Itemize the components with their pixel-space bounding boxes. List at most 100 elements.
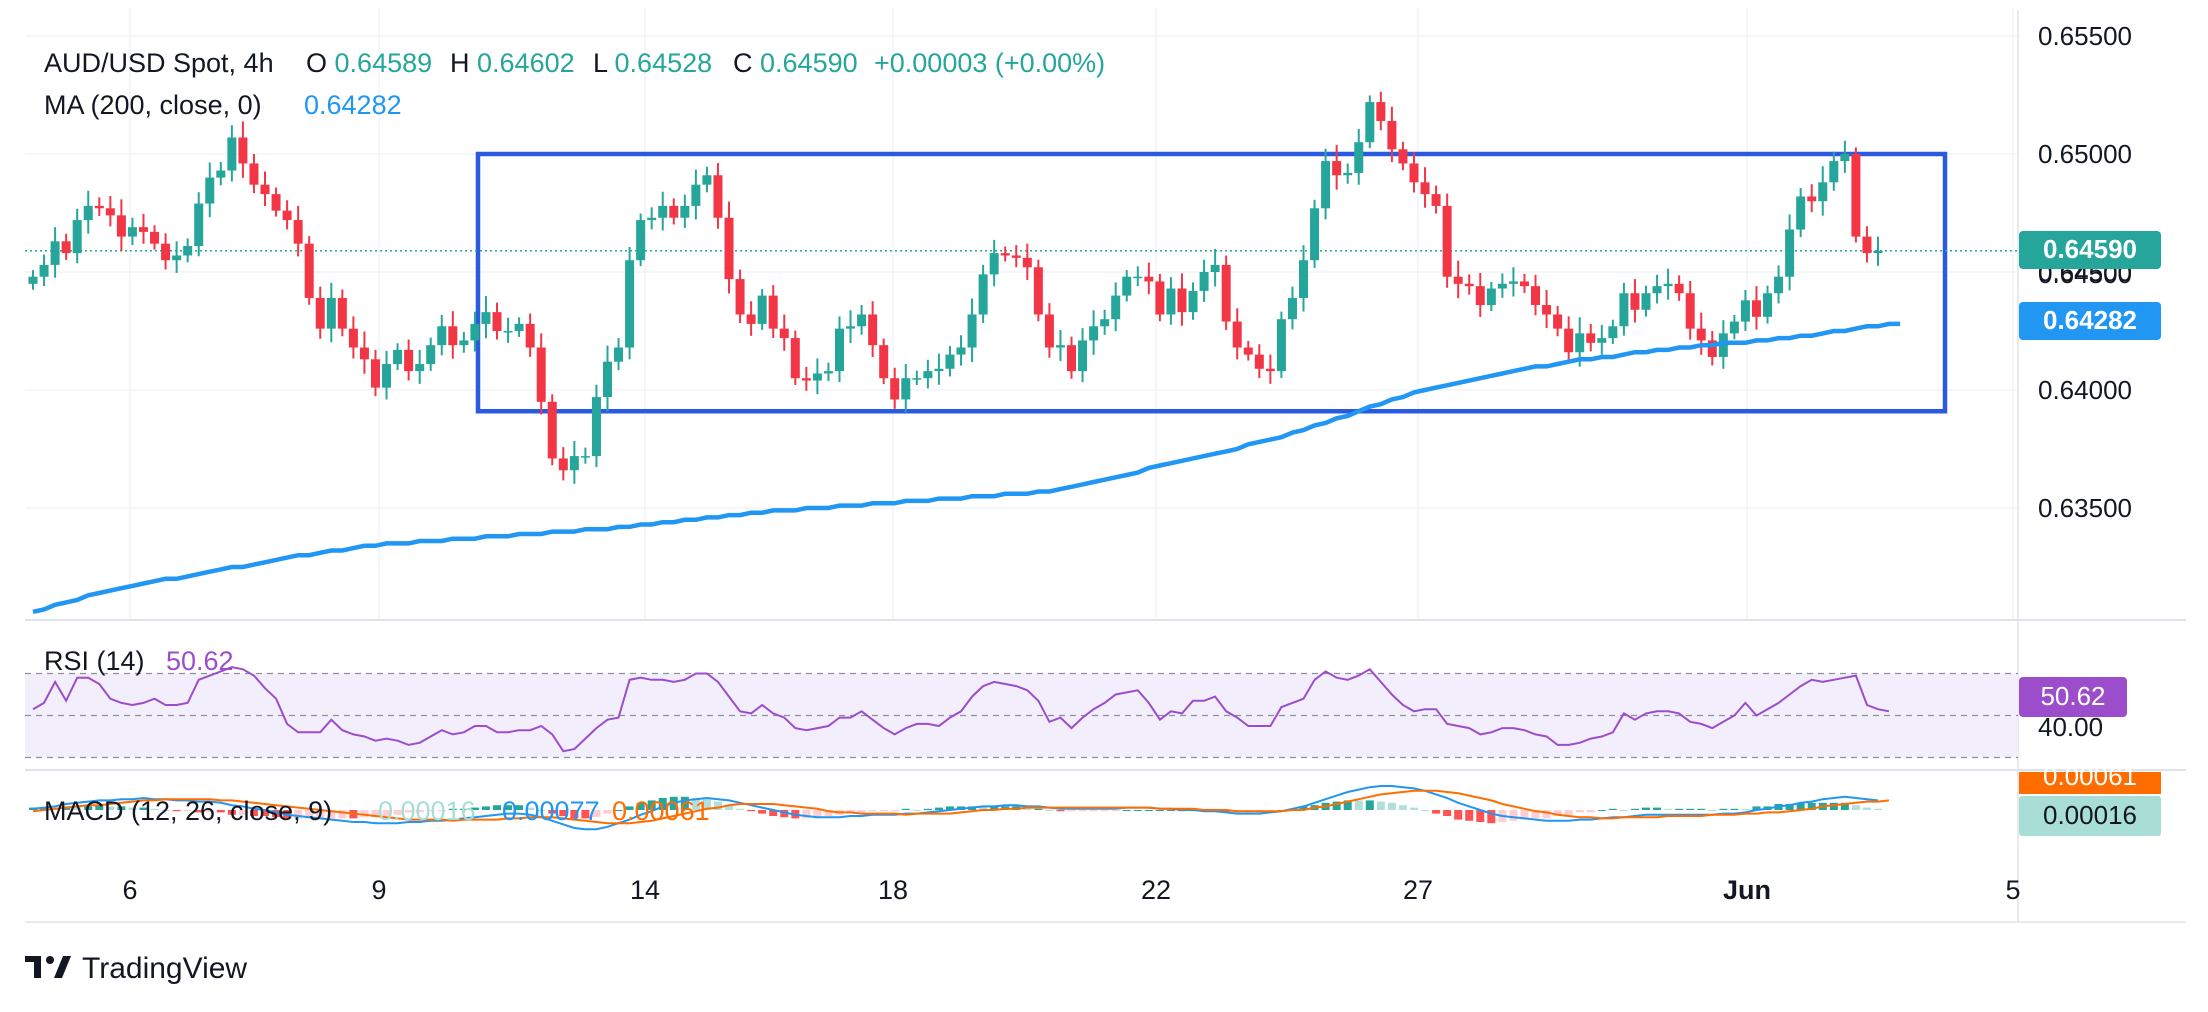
candle-body[interactable]: [1287, 297, 1297, 320]
candle-body[interactable]: [1221, 264, 1231, 322]
candle-body[interactable]: [1486, 288, 1496, 306]
candle-body[interactable]: [1299, 260, 1309, 298]
candle-body[interactable]: [1774, 276, 1784, 294]
candle-body[interactable]: [834, 328, 844, 372]
candle-body[interactable]: [790, 338, 800, 379]
candle-body[interactable]: [249, 163, 259, 185]
candle-body[interactable]: [890, 378, 900, 400]
candle-body[interactable]: [1519, 281, 1529, 287]
candle-body[interactable]: [1022, 257, 1032, 268]
candle-body[interactable]: [934, 368, 944, 372]
candle-body[interactable]: [1674, 283, 1684, 294]
candle-body[interactable]: [1575, 333, 1585, 353]
candle-body[interactable]: [1254, 354, 1264, 369]
candle-body[interactable]: [293, 220, 303, 244]
candle-body[interactable]: [426, 345, 436, 365]
candle-body[interactable]: [1000, 253, 1010, 256]
candle-body[interactable]: [1785, 229, 1795, 277]
legend[interactable]: AUD/USD Spot, 4h O 0.64589 H 0.64602 L 0…: [44, 48, 1105, 826]
candle-body[interactable]: [28, 276, 38, 284]
candle-body[interactable]: [382, 364, 392, 388]
candle-body[interactable]: [1177, 288, 1187, 313]
candle-body[interactable]: [669, 205, 679, 218]
candle-body[interactable]: [1122, 276, 1132, 296]
candle-body[interactable]: [1851, 154, 1861, 237]
candle-body[interactable]: [1133, 276, 1143, 279]
candle-body[interactable]: [967, 314, 977, 348]
candle-body[interactable]: [1199, 272, 1209, 291]
candle-body[interactable]: [978, 274, 988, 315]
candle-body[interactable]: [569, 456, 579, 471]
candle-body[interactable]: [238, 137, 248, 164]
candle-body[interactable]: [1354, 142, 1364, 173]
candle-body[interactable]: [1265, 368, 1275, 372]
candle-body[interactable]: [1078, 340, 1088, 372]
candle-body[interactable]: [61, 241, 71, 254]
candle-body[interactable]: [868, 314, 878, 346]
candle-body[interactable]: [1619, 293, 1629, 327]
candle-body[interactable]: [1464, 283, 1474, 287]
candle-body[interactable]: [116, 215, 126, 237]
candle-body[interactable]: [956, 347, 966, 355]
candle-body[interactable]: [1807, 196, 1817, 202]
candle-body[interactable]: [1630, 293, 1640, 310]
candle-body[interactable]: [591, 397, 601, 457]
candle-body[interactable]: [768, 295, 778, 329]
candle-body[interactable]: [172, 255, 182, 261]
candle-body[interactable]: [1243, 347, 1253, 355]
candle-body[interactable]: [1011, 255, 1021, 258]
candle-body[interactable]: [282, 210, 292, 221]
candle-body[interactable]: [857, 314, 867, 327]
candle-body[interactable]: [1763, 293, 1773, 317]
candle-body[interactable]: [713, 175, 723, 218]
candle-body[interactable]: [415, 364, 425, 372]
candle-body[interactable]: [315, 297, 325, 329]
candle-body[interactable]: [580, 456, 590, 458]
candle-body[interactable]: [1033, 267, 1043, 315]
macd-pane[interactable]: [29, 785, 1890, 831]
candle-body[interactable]: [702, 175, 712, 185]
candle-body[interactable]: [161, 243, 171, 261]
candle-body[interactable]: [1409, 163, 1419, 183]
candle-body[interactable]: [724, 217, 734, 280]
candle-body[interactable]: [1696, 328, 1706, 341]
ohlc-legend[interactable]: AUD/USD Spot, 4h O 0.64589 H 0.64602 L 0…: [44, 48, 1105, 78]
candle-body[interactable]: [1586, 333, 1596, 343]
symbol-title[interactable]: AUD/USD Spot, 4h: [44, 48, 274, 78]
candle-body[interactable]: [514, 323, 524, 331]
candle-body[interactable]: [1387, 120, 1397, 150]
candle-body[interactable]: [1862, 236, 1872, 254]
candle-body[interactable]: [1166, 288, 1176, 315]
candle-body[interactable]: [138, 227, 148, 232]
candle-body[interactable]: [1376, 102, 1386, 121]
candle-body[interactable]: [50, 241, 60, 265]
candle-body[interactable]: [1232, 321, 1242, 348]
candle-body[interactable]: [757, 295, 767, 324]
candle-body[interactable]: [1873, 250, 1883, 254]
candle-body[interactable]: [846, 326, 856, 329]
candle-body[interactable]: [404, 349, 414, 372]
ma-200-line[interactable]: [32, 321, 1901, 615]
candle-body[interactable]: [989, 253, 999, 275]
macd-legend[interactable]: MACD (12, 26, close, 9) 0.00016 0.00077 …: [44, 796, 710, 826]
candle-body[interactable]: [1111, 295, 1121, 320]
candle-body[interactable]: [326, 297, 336, 329]
candle-body[interactable]: [1089, 326, 1099, 341]
candle-body[interactable]: [779, 328, 789, 339]
candle-body[interactable]: [636, 220, 646, 261]
candle-body[interactable]: [1044, 314, 1054, 348]
candle-body[interactable]: [602, 361, 612, 398]
candle-body[interactable]: [1707, 340, 1717, 357]
candle-body[interactable]: [194, 203, 204, 247]
candle-body[interactable]: [1210, 264, 1220, 272]
ma-legend-label[interactable]: MA (200, close, 0): [44, 90, 262, 120]
candle-body[interactable]: [105, 208, 115, 216]
candle-body[interactable]: [1796, 196, 1806, 230]
candle-body[interactable]: [1365, 102, 1375, 143]
candle-body[interactable]: [260, 184, 270, 195]
candle-body[interactable]: [1740, 300, 1750, 322]
candle-body[interactable]: [746, 314, 756, 324]
macd-signal-line[interactable]: [32, 789, 1890, 825]
candle-body[interactable]: [1343, 172, 1353, 176]
candle-body[interactable]: [1840, 154, 1850, 162]
